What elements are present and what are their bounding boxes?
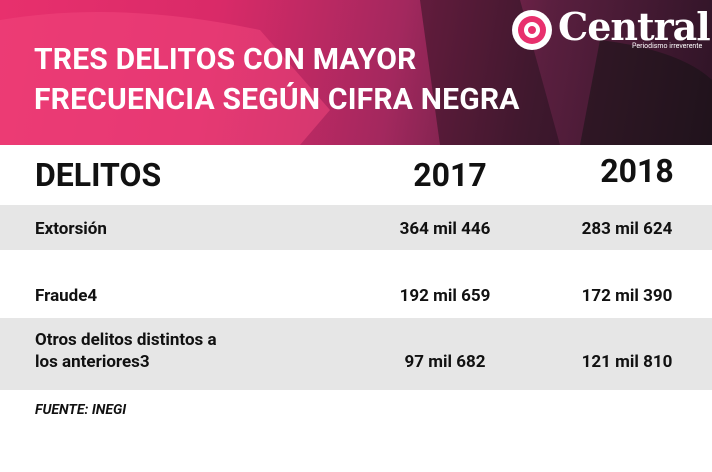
cell-value: 192 mil 659 <box>399 286 491 306</box>
column-header: 2018 <box>600 152 674 190</box>
title-line: TRES DELITOS CON MAYOR <box>34 42 417 77</box>
row-band <box>0 205 712 250</box>
source: FUENTE: INEGI <box>35 402 127 418</box>
column-header: 2017 <box>413 156 487 194</box>
cell-value: 172 mil 390 <box>581 286 673 306</box>
row-label: Fraude4 <box>35 286 98 306</box>
cell-value: 97 mil 682 <box>404 352 486 372</box>
column-header: DELITOS <box>35 156 162 194</box>
cell-value: 121 mil 810 <box>581 352 673 372</box>
car-shape <box>580 40 712 145</box>
row-label: Otros delitos distintos a los anteriores… <box>35 330 217 372</box>
title-line: FRECUENCIA SEGÚN CIFRA NEGRA <box>34 82 520 117</box>
logo-text: Central <box>558 4 711 49</box>
logo-tagline: Periodismo irreverente <box>632 42 703 50</box>
cell-value: 364 mil 446 <box>399 219 491 239</box>
row-label: Extorsión <box>35 219 107 239</box>
logo-icon <box>512 10 552 50</box>
row-band <box>0 318 712 390</box>
car-shape <box>0 12 330 145</box>
cell-value: 283 mil 624 <box>581 219 673 239</box>
logo: Central Periodismo irreverente <box>510 4 711 54</box>
title: TRES DELITOS CON MAYOR FRECUENCIA SEGÚN … <box>34 40 520 120</box>
header-banner: Central Periodismo irreverente TRES DELI… <box>0 0 712 145</box>
